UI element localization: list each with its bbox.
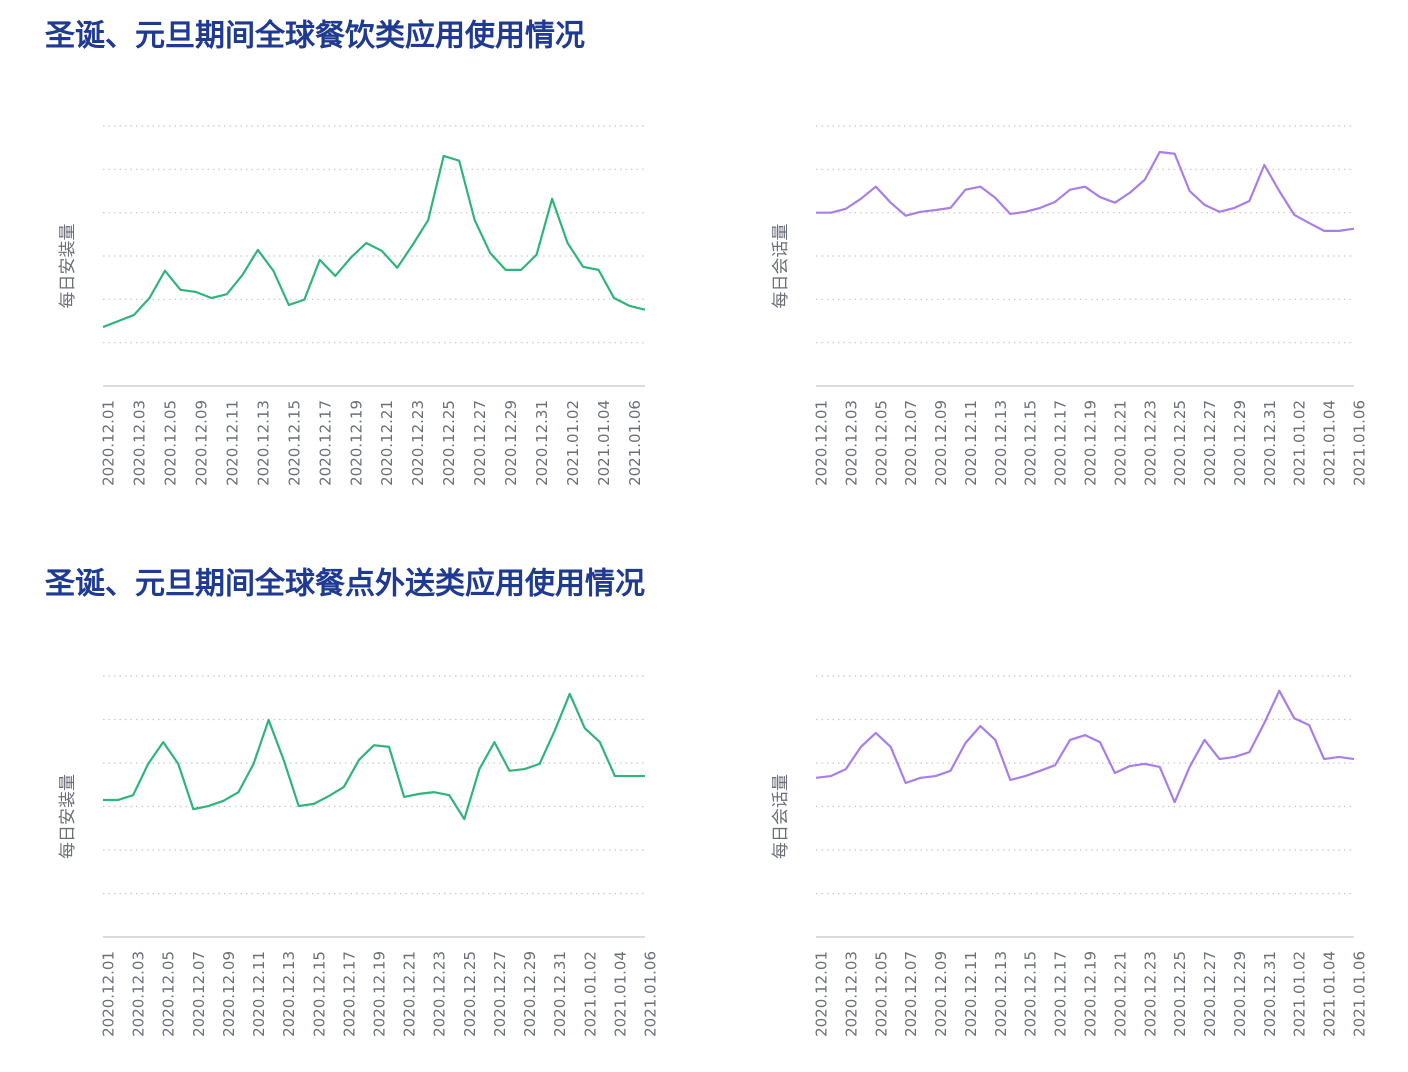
x-tick-label: 2020.12.09 xyxy=(192,400,210,486)
x-tick-label: 2020.12.13 xyxy=(280,951,298,1037)
x-tick-label: 2020.12.21 xyxy=(378,400,396,486)
x-tick-label: 2020.12.11 xyxy=(962,951,980,1037)
x-tick-label: 2020.12.05 xyxy=(161,400,179,486)
x-tick-label: 2020.12.23 xyxy=(409,400,427,486)
x-tick-label: 2021.01.02 xyxy=(564,400,582,486)
x-tick-label: 2020.12.03 xyxy=(130,951,148,1037)
x-tick-label: 2020.12.25 xyxy=(461,951,479,1037)
x-tick-label: 2020.12.31 xyxy=(1261,400,1279,486)
x-tick-label: 2021.01.02 xyxy=(1291,951,1309,1037)
data-line xyxy=(103,692,645,821)
x-tick-label: 2020.12.15 xyxy=(1022,951,1040,1037)
x-tick-label: 2020.12.15 xyxy=(285,400,303,486)
x-tick-label: 2020.12.03 xyxy=(842,951,860,1037)
x-tick-label: 2020.12.05 xyxy=(872,400,890,486)
x-tick-label: 2020.12.31 xyxy=(551,951,569,1037)
x-tick-label: 2020.12.27 xyxy=(491,951,509,1037)
x-tick-label: 2020.12.11 xyxy=(962,400,980,486)
x-tick-label: 2020.12.17 xyxy=(1052,400,1070,486)
x-tick-label: 2021.01.02 xyxy=(581,951,599,1037)
x-tick-label: 2021.01.06 xyxy=(642,951,660,1037)
x-tick-label: 2020.12.15 xyxy=(1022,400,1040,486)
x-tick-label: 2021.01.06 xyxy=(1351,951,1369,1037)
x-tick-label: 2020.12.09 xyxy=(932,951,950,1037)
x-tick-label: 2020.12.19 xyxy=(1082,951,1100,1037)
x-tick-label: 2020.12.11 xyxy=(250,951,268,1037)
x-tick-label: 2020.12.13 xyxy=(254,400,272,486)
x-tick-label: 2020.12.01 xyxy=(100,951,118,1037)
x-tick-label: 2020.12.01 xyxy=(813,400,831,486)
x-tick-label: 2020.12.05 xyxy=(872,951,890,1037)
x-tick-label: 2020.12.29 xyxy=(1231,400,1249,486)
x-tick-label: 2020.12.01 xyxy=(813,951,831,1037)
y-axis-label: 每日安装量 xyxy=(58,774,78,859)
x-tick-label: 2021.01.02 xyxy=(1291,400,1309,486)
x-tick-label: 2021.01.04 xyxy=(611,951,629,1037)
x-tick-label: 2020.12.25 xyxy=(440,400,458,486)
x-tick-label: 2020.12.07 xyxy=(902,400,920,486)
x-tick-label: 2020.12.27 xyxy=(1201,400,1219,486)
data-line xyxy=(102,154,646,329)
x-tick-label: 2021.01.04 xyxy=(595,400,613,486)
chart-title: 圣诞、元旦期间全球餐饮类应用使用情况 xyxy=(45,19,585,54)
x-tick-label: 2020.12.23 xyxy=(1141,951,1159,1037)
x-tick-label: 2020.12.29 xyxy=(521,951,539,1037)
x-tick-label: 2020.12.07 xyxy=(190,951,208,1037)
x-tick-label: 2020.12.13 xyxy=(992,951,1010,1037)
x-tick-label: 2021.01.04 xyxy=(1321,951,1339,1037)
x-tick-label: 2020.12.01 xyxy=(100,400,118,486)
data-line xyxy=(816,150,1355,232)
x-tick-label: 2020.12.23 xyxy=(1141,400,1159,486)
x-tick-label: 2020.12.05 xyxy=(160,951,178,1037)
x-tick-label: 2020.12.19 xyxy=(1082,400,1100,486)
y-axis-label: 每日会话量 xyxy=(771,224,791,309)
x-tick-label: 2020.12.29 xyxy=(502,400,520,486)
y-axis-label: 每日安装量 xyxy=(58,224,78,309)
chart-title: 圣诞、元旦期间全球餐点外送类应用使用情况 xyxy=(45,567,645,602)
x-tick-label: 2020.12.13 xyxy=(992,400,1010,486)
x-tick-label: 2020.12.19 xyxy=(347,400,365,486)
x-tick-label: 2020.12.09 xyxy=(220,951,238,1037)
x-tick-label: 2020.12.31 xyxy=(1261,951,1279,1037)
x-tick-label: 2020.12.25 xyxy=(1171,951,1189,1037)
x-tick-label: 2020.12.07 xyxy=(902,951,920,1037)
x-tick-label: 2020.12.21 xyxy=(401,951,419,1037)
x-tick-label: 2020.12.11 xyxy=(223,400,241,486)
x-tick-label: 2021.01.04 xyxy=(1321,400,1339,486)
data-line xyxy=(815,689,1355,804)
x-tick-label: 2020.12.21 xyxy=(1111,400,1129,486)
x-tick-label: 2020.12.21 xyxy=(1111,951,1129,1037)
x-tick-label: 2020.12.29 xyxy=(1231,951,1249,1037)
x-tick-label: 2020.12.27 xyxy=(471,400,489,486)
x-tick-label: 2020.12.17 xyxy=(316,400,334,486)
x-tick-label: 2020.12.03 xyxy=(842,400,860,486)
y-axis-label: 每日会话量 xyxy=(771,774,791,859)
x-tick-label: 2020.12.17 xyxy=(340,951,358,1037)
x-tick-label: 2020.12.17 xyxy=(1052,951,1070,1037)
x-tick-label: 2020.12.19 xyxy=(371,951,389,1037)
x-tick-label: 2020.12.15 xyxy=(310,951,328,1037)
x-tick-label: 2020.12.25 xyxy=(1171,400,1189,486)
x-tick-label: 2020.12.27 xyxy=(1201,951,1219,1037)
x-tick-label: 2020.12.03 xyxy=(130,400,148,486)
x-tick-label: 2020.12.31 xyxy=(533,400,551,486)
x-tick-label: 2021.01.06 xyxy=(626,400,644,486)
x-tick-label: 2020.12.23 xyxy=(431,951,449,1037)
x-tick-label: 2020.12.09 xyxy=(932,400,950,486)
x-tick-label: 2021.01.06 xyxy=(1351,400,1369,486)
